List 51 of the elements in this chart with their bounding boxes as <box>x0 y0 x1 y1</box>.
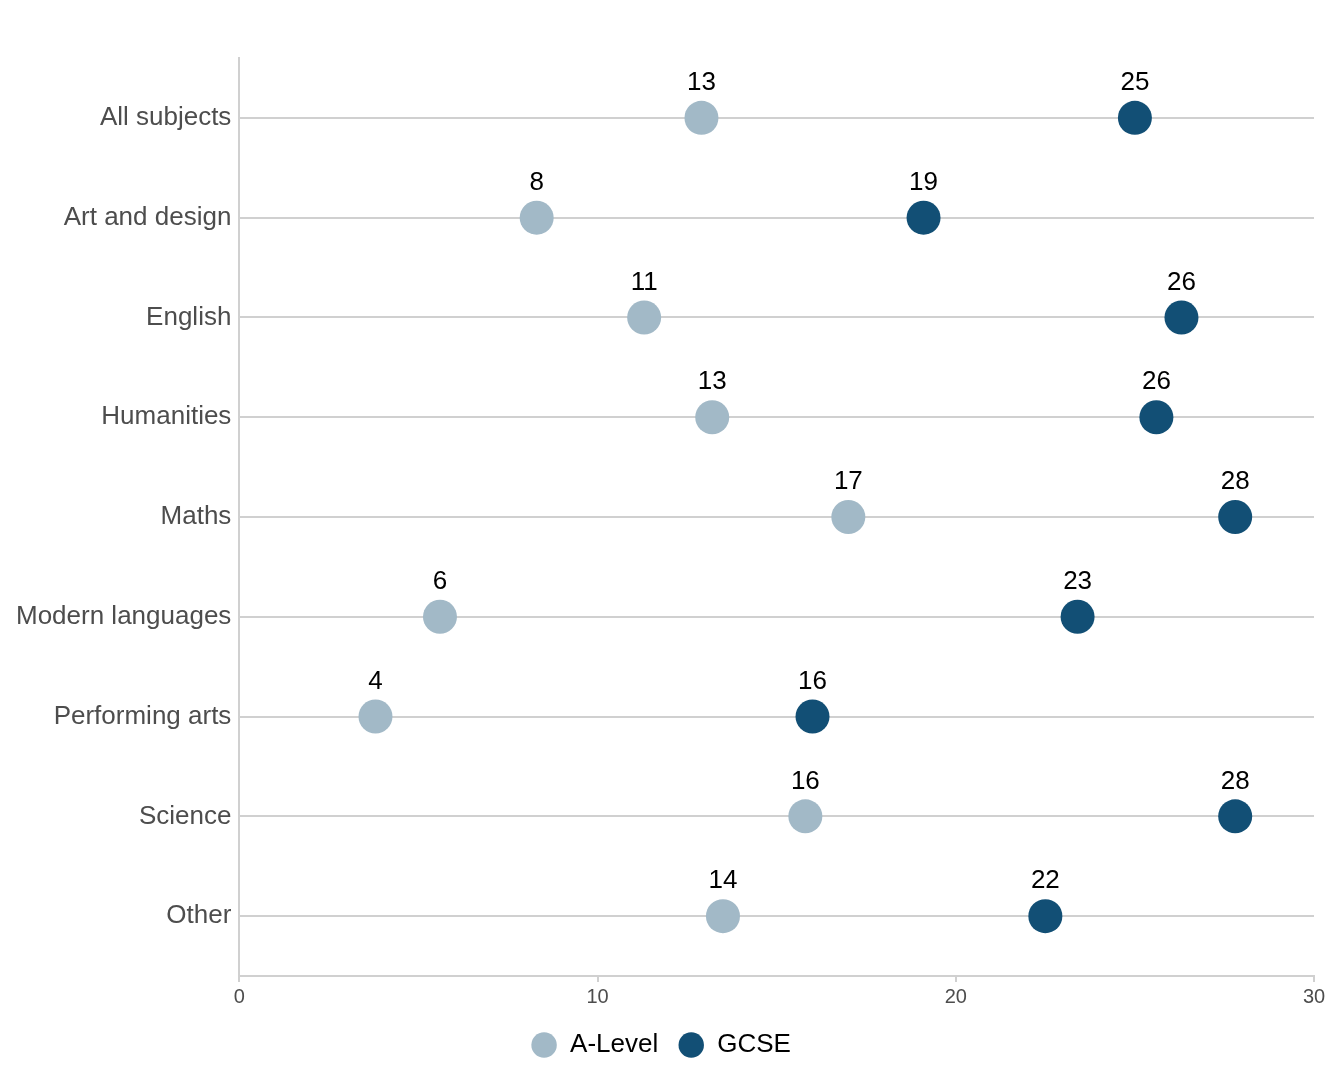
data-label: 28 <box>1220 764 1250 795</box>
data-label: 16 <box>798 664 827 695</box>
data-label: 4 <box>368 664 383 695</box>
y-tick-label: English <box>146 300 232 331</box>
data-label: 17 <box>833 465 863 496</box>
data-label: 11 <box>630 265 658 296</box>
point <box>627 300 662 335</box>
data-label: 25 <box>1120 66 1150 97</box>
point <box>831 500 866 534</box>
point <box>1060 599 1095 634</box>
point <box>1218 500 1253 534</box>
data-label: 13 <box>697 365 727 396</box>
data-label: 13 <box>687 66 716 97</box>
data-label: 8 <box>529 165 544 196</box>
point <box>1218 799 1253 834</box>
data-label: 22 <box>1030 864 1060 895</box>
y-tick-label: Modern languages <box>15 599 232 630</box>
y-tick-label: Performing arts <box>53 699 232 730</box>
data-label: 26 <box>1167 265 1196 296</box>
point <box>1164 300 1199 335</box>
point <box>906 200 941 235</box>
point <box>788 799 823 834</box>
y-tick-label: Art and design <box>63 200 232 231</box>
point <box>422 599 457 634</box>
x-tick-label: 30 <box>1302 984 1326 1007</box>
y-tick-label: Other <box>166 899 232 930</box>
legend-label: GCSE <box>717 1028 791 1059</box>
x-tick-label: 10 <box>586 984 609 1007</box>
data-label: 6 <box>432 564 448 595</box>
data-label: 23 <box>1063 564 1093 595</box>
point <box>705 899 740 934</box>
y-tick-label: Humanities <box>101 400 232 431</box>
legend-label: A-Level <box>570 1028 659 1059</box>
data-label: 16 <box>790 764 820 795</box>
data-label: 14 <box>708 864 738 895</box>
y-tick-label: Maths <box>160 500 232 531</box>
data-label: 19 <box>909 165 939 196</box>
x-tick-label: 20 <box>944 984 967 1007</box>
y-tick-label: Science <box>138 799 232 830</box>
point <box>695 400 730 435</box>
point <box>1139 400 1174 435</box>
point <box>684 100 719 135</box>
point <box>519 200 554 235</box>
y-tick-label: All subjects <box>99 101 232 132</box>
data-label: 28 <box>1220 465 1250 496</box>
point <box>1117 100 1152 135</box>
point <box>1028 899 1063 934</box>
data-label: 26 <box>1141 365 1171 396</box>
x-tick-label: 0 <box>233 984 245 1007</box>
point <box>358 699 393 734</box>
point <box>795 699 830 734</box>
